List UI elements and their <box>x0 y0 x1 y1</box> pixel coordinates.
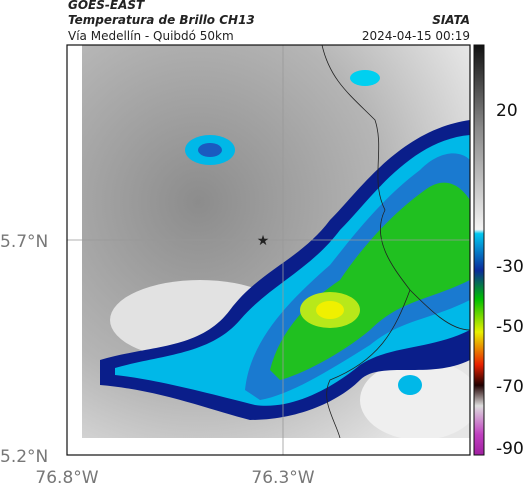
colorbar <box>473 44 485 456</box>
city-marker: ★ <box>257 233 270 249</box>
colorbar-tick: -50 <box>496 317 524 337</box>
colorbar-tick: -70 <box>496 377 524 397</box>
satellite-image <box>82 45 470 438</box>
lon-label: 76.8°W <box>35 468 98 488</box>
colorbar-tick: -30 <box>496 257 524 277</box>
source: SIATA <box>432 13 470 27</box>
lat-label: 5.7°N <box>0 232 48 252</box>
map-frame <box>66 44 471 456</box>
satellite: GOES-EAST <box>68 0 145 12</box>
lon-label: 76.3°W <box>251 468 314 488</box>
lat-label: 5.2°N <box>0 447 48 467</box>
product: Temperatura de Brillo CH13 <box>68 13 255 27</box>
colorbar-tick: -90 <box>496 439 524 459</box>
region: Vía Medellín - Quibdó 50km <box>68 29 234 43</box>
datetime: 2024-04-15 00:19 <box>362 29 470 43</box>
colorbar-tick: 20 <box>496 101 518 121</box>
